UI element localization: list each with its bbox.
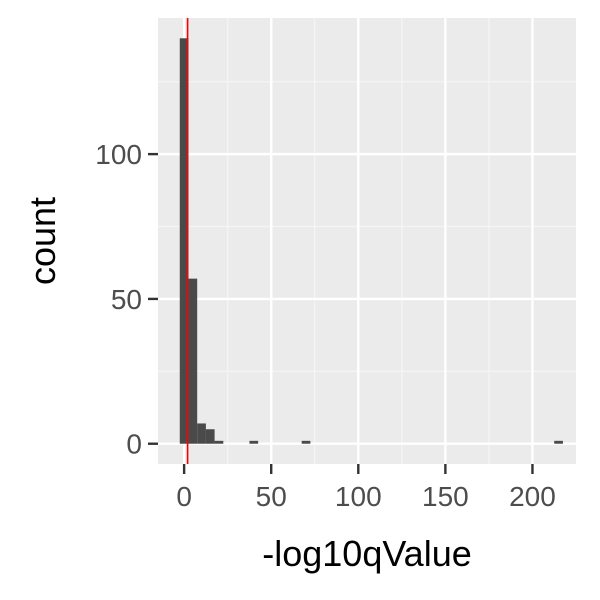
histogram-bar [179, 38, 189, 444]
histogram-bars [179, 38, 563, 444]
histogram-bar [301, 440, 311, 444]
histogram-bar [214, 440, 224, 444]
y-tick-label: 50 [111, 284, 142, 315]
y-axis-title: count [22, 197, 63, 285]
x-axis: 0 50 100 150 200 [176, 464, 556, 512]
x-tick-label: 100 [335, 481, 382, 512]
plot-panel [158, 18, 576, 464]
histogram-bar [197, 423, 206, 444]
histogram-bar [554, 440, 563, 444]
x-tick-label: 50 [256, 481, 287, 512]
x-tick-label: 150 [422, 481, 469, 512]
histogram-bar [205, 429, 215, 444]
y-axis: 0 50 100 [95, 139, 158, 460]
x-tick-label: 0 [176, 481, 192, 512]
x-tick-label: 200 [509, 481, 556, 512]
x-axis-title: -log10qValue [262, 533, 472, 574]
histogram-bar [249, 440, 259, 444]
grid-minor [158, 18, 576, 464]
y-tick-label: 100 [95, 139, 142, 170]
histogram-bar [188, 278, 198, 444]
grid-major [158, 18, 576, 464]
y-tick-label: 0 [126, 429, 142, 460]
